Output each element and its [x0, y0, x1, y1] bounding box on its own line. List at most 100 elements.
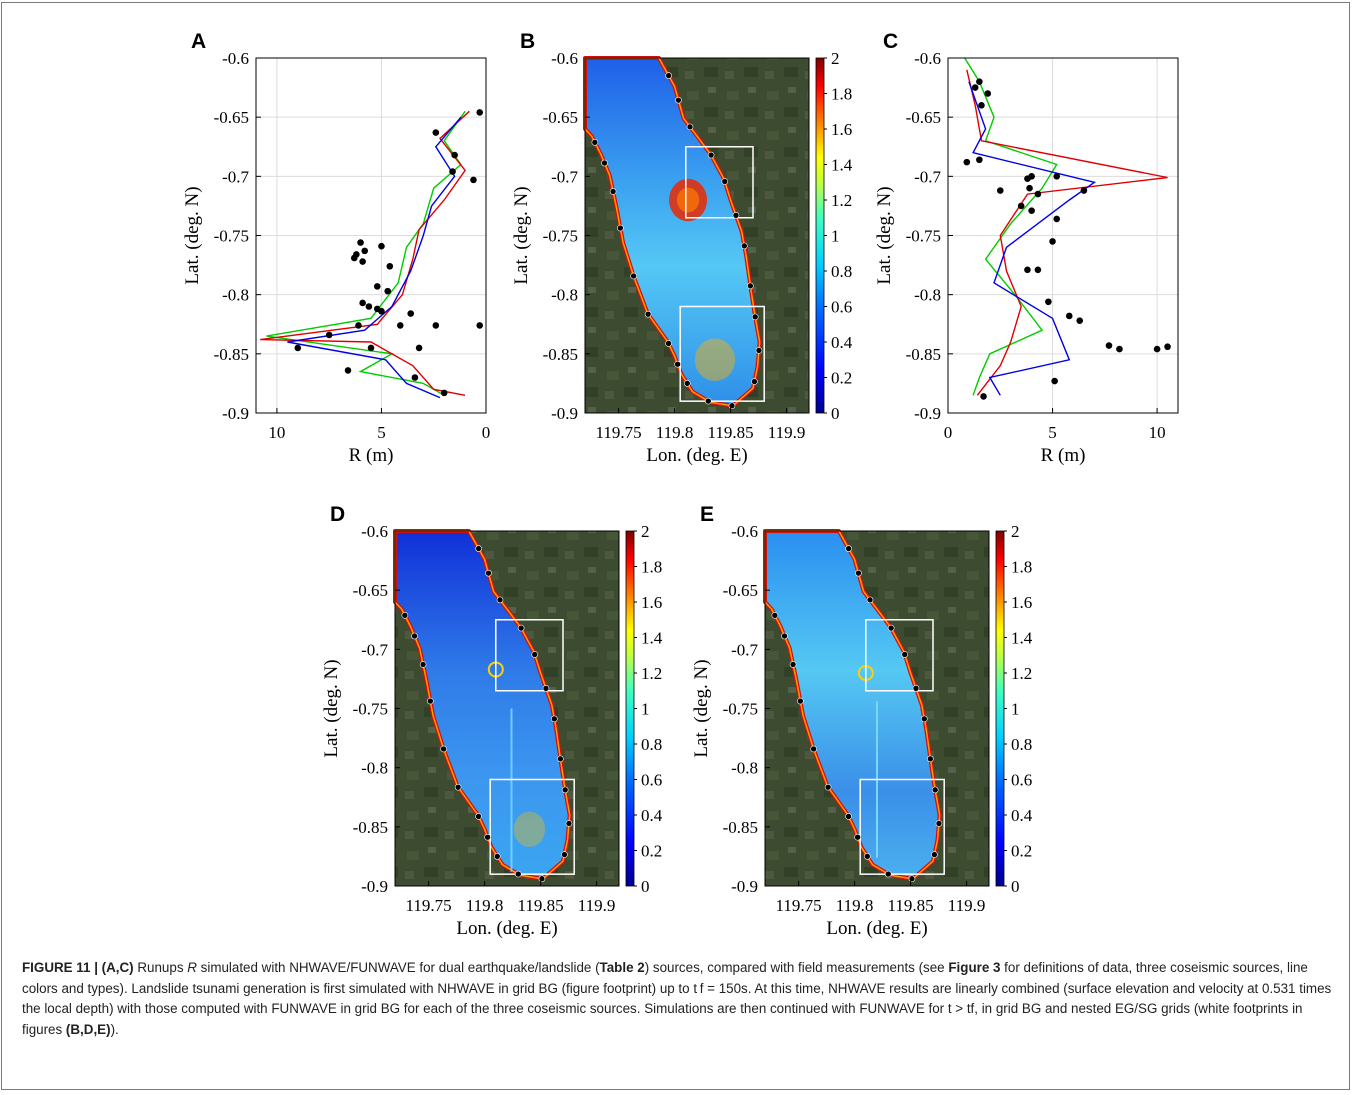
y-tick-label: -0.7 — [361, 640, 388, 659]
nested-grid-footprint — [495, 619, 564, 692]
panel-label: D — [330, 503, 345, 526]
field-data-point — [484, 833, 491, 841]
panel-label: E — [700, 503, 714, 526]
y-tick-label: -0.6 — [731, 522, 758, 541]
field-data-point — [971, 84, 979, 91]
x-tick-label: 119.75 — [596, 423, 642, 442]
field-data-point — [557, 755, 564, 763]
nested-grid-footprint — [859, 778, 945, 875]
field-data-point — [935, 820, 943, 827]
field-data-point — [644, 310, 652, 318]
field-data-point — [591, 139, 599, 146]
field-data-point — [976, 156, 983, 164]
field-data-point — [1105, 342, 1113, 349]
colorbar — [995, 530, 1005, 887]
field-data-point — [565, 820, 573, 827]
panel-e: -0.6 -0.65 -0.7 -0.75 -0.8 -0.85 -0.9 119.75 119… — [691, 503, 1033, 939]
field-data-point — [1045, 298, 1052, 306]
field-data-point — [1065, 312, 1073, 320]
field-data-point — [854, 833, 861, 841]
series-line — [260, 110, 470, 396]
field-data-point — [396, 322, 404, 329]
colorbar-tick-label: 2 — [831, 49, 840, 68]
field-data-point — [384, 287, 392, 295]
field-data-point — [493, 853, 501, 860]
x-tick-label: 10 — [268, 423, 285, 442]
field-data-point — [845, 545, 852, 552]
field-data-point — [1053, 215, 1061, 223]
field-data-point — [978, 102, 985, 109]
field-data-point — [359, 299, 366, 307]
field-data-point — [475, 545, 482, 552]
x-axis-label: Lon. (deg. E) — [646, 445, 747, 466]
field-data-point — [359, 258, 366, 265]
field-data-point — [863, 853, 871, 860]
caption-body: (A,C) Runups R simulated with NHWAVE/FUN… — [22, 960, 1331, 1037]
field-data-point — [728, 402, 736, 410]
colorbar-tick-label: 1 — [641, 700, 650, 719]
field-data-point — [1164, 343, 1171, 351]
colorbar-tick-label: 0.6 — [1011, 771, 1032, 790]
field-data-point — [496, 596, 504, 604]
panel-c: -0.6 -0.65 -0.7 -0.75 -0.8 -0.85 -0.90 5 10 R (m)… — [874, 30, 1179, 466]
colorbar-tick-label: 1 — [831, 227, 840, 246]
colorbar-tick-label: 1.2 — [1011, 664, 1032, 683]
field-data-point — [378, 242, 385, 250]
y-tick-label: -0.6 — [914, 49, 941, 68]
x-axis-label: Lon. (deg. E) — [826, 918, 927, 939]
y-tick-label: -0.7 — [551, 167, 578, 186]
panel-b: -0.6 -0.65 -0.7 -0.75 -0.8 -0.85 -0.9 119.75 119… — [511, 30, 853, 466]
field-data-point — [797, 697, 804, 705]
field-data-point — [350, 254, 358, 262]
colorbar — [625, 530, 635, 887]
x-tick-label: 119.8 — [656, 423, 694, 442]
nested-grid-footprint — [685, 146, 754, 219]
colorbar-tick-label: 1.8 — [1011, 558, 1032, 577]
field-data-point — [781, 632, 788, 640]
x-tick-label: 119.85 — [888, 896, 934, 915]
y-tick-label: -0.65 — [906, 108, 941, 127]
colorbar-tick-label: 1.4 — [641, 629, 663, 648]
caption-part: (B,D,E) — [65, 1021, 111, 1037]
field-data-point — [855, 569, 862, 577]
field-data-point — [707, 151, 715, 159]
field-data-point — [476, 322, 484, 329]
field-data-point — [927, 755, 934, 763]
field-data-point — [617, 224, 624, 232]
field-data-point — [1053, 173, 1061, 180]
y-tick-label: -0.85 — [353, 818, 388, 837]
y-tick-label: -0.9 — [914, 404, 941, 423]
caption-part: R — [187, 960, 197, 975]
colorbar-tick-label: 1.8 — [831, 85, 852, 104]
y-tick-label: -0.8 — [551, 286, 578, 305]
field-data-point — [921, 715, 928, 723]
field-data-point — [470, 176, 477, 184]
field-data-point — [1153, 345, 1161, 353]
field-data-point — [674, 360, 681, 368]
y-tick-label: -0.8 — [914, 286, 941, 305]
figure-canvas: -0.6-0.65-0.7-0.75-0.8-0.85-0.910 5 0R (m)… — [182, 30, 1179, 939]
colorbar-tick-label: 1.4 — [831, 156, 853, 175]
y-tick-label: -0.9 — [222, 404, 249, 423]
field-data-point — [675, 96, 682, 104]
field-data-point — [401, 612, 409, 619]
field-data-point — [449, 168, 456, 175]
y-axis-label: Lat. (deg. N) — [511, 186, 532, 284]
field-data-point — [732, 212, 740, 219]
field-data-point — [789, 661, 797, 668]
colorbar-tick-label: 1.4 — [1011, 629, 1033, 648]
y-tick-label: -0.6 — [222, 49, 249, 68]
south-wave-band — [513, 811, 546, 847]
field-data-point — [810, 745, 817, 753]
figure-separator: | — [90, 960, 102, 975]
field-data-point — [845, 813, 852, 820]
field-data-point — [355, 322, 362, 329]
field-data-point — [751, 378, 758, 385]
colorbar-tick-label: 0.2 — [641, 842, 662, 861]
colorbar-tick-label: 0.4 — [641, 806, 663, 825]
field-data-point — [866, 596, 874, 604]
field-data-point — [980, 393, 987, 400]
field-data-point — [485, 569, 492, 577]
caption-part: ) sources, compared with field measureme… — [644, 960, 949, 975]
caption-part: (A,C) — [101, 960, 134, 975]
